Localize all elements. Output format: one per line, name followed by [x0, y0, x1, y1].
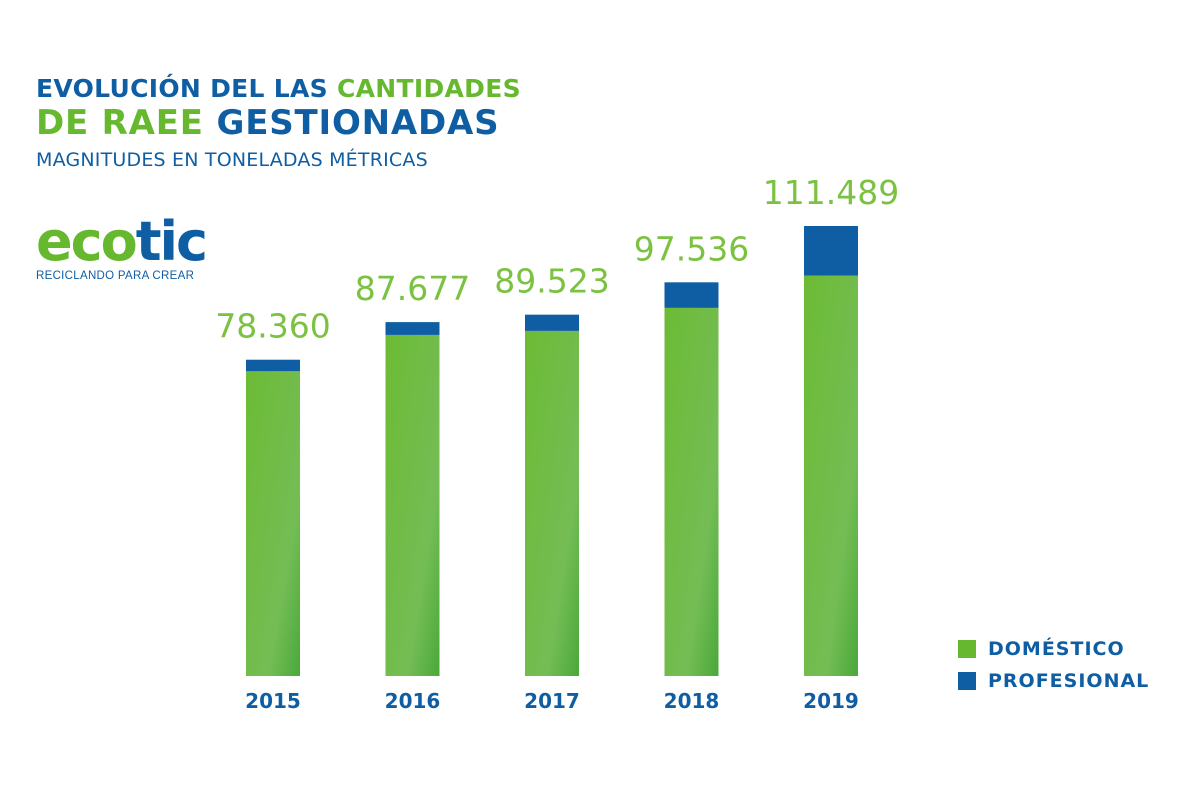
- total-label-2018: 97.536: [634, 229, 749, 268]
- logo-tagline: RECICLANDO PARA CREAR: [36, 270, 195, 282]
- legend-label-domestic: DOMÉSTICO: [988, 638, 1125, 660]
- legend-item-professional: PROFESIONAL: [958, 670, 1149, 692]
- title-line-2: DE RAEE GESTIONADAS: [36, 103, 521, 143]
- bar-professional-2018: [664, 282, 719, 308]
- x-tick-label-2017: 2017: [524, 689, 580, 713]
- chart-title-block: EVOLUCIÓN DEL LAS CANTIDADES DE RAEE GES…: [36, 74, 521, 171]
- x-tick-label-2016: 2016: [385, 689, 441, 713]
- logo-wordmark: ecotic: [36, 214, 216, 270]
- bar-professional-2019: [804, 226, 858, 276]
- logo-word-tic: tic: [135, 210, 208, 273]
- total-label-2015: 78.360: [215, 307, 330, 346]
- title-line-2-part-b: GESTIONADAS: [216, 103, 500, 143]
- bar-domestic-2016: [385, 334, 440, 676]
- bar-professional-2015: [246, 359, 300, 372]
- title-line-1-part-a: EVOLUCIÓN DEL LAS: [36, 74, 328, 103]
- total-label-2017: 89.523: [494, 262, 609, 301]
- total-label-2019: 111.489: [763, 173, 899, 212]
- x-tick-label-2018: 2018: [664, 689, 720, 713]
- chart-subtitle: MAGNITUDES EN TONELADAS MÉTRICAS: [36, 149, 428, 171]
- bar-domestic-2015: [246, 371, 300, 676]
- x-tick-label-2019: 2019: [803, 689, 859, 713]
- bar-domestic-2017: [525, 330, 579, 676]
- legend-swatch-domestic: [958, 640, 976, 658]
- bar-domestic-2018: [664, 307, 719, 676]
- legend-item-domestic: DOMÉSTICO: [958, 638, 1149, 660]
- x-tick-label-2015: 2015: [245, 689, 301, 713]
- bars-group: 78.360 2015 87.677 2016 89.523 2017 97.536 2018…: [215, 173, 899, 713]
- legend-swatch-professional: [958, 672, 976, 690]
- logo-word-eco: eco: [36, 210, 138, 273]
- legend-label-professional: PROFESIONAL: [988, 670, 1150, 692]
- title-line-2-part-a: DE RAEE: [36, 103, 204, 143]
- title-line-1-part-b: CANTIDADES: [336, 74, 521, 103]
- bar-professional-2017: [525, 314, 579, 331]
- ecotic-logo: ecotic RECICLANDO PARA CREAR: [36, 214, 216, 283]
- bar-domestic-2019: [804, 275, 858, 676]
- total-label-2016: 87.677: [355, 269, 470, 308]
- chart-legend: DOMÉSTICO PROFESIONAL: [958, 638, 1149, 702]
- title-line-1: EVOLUCIÓN DEL LAS CANTIDADES: [36, 74, 521, 103]
- bar-professional-2016: [385, 322, 440, 335]
